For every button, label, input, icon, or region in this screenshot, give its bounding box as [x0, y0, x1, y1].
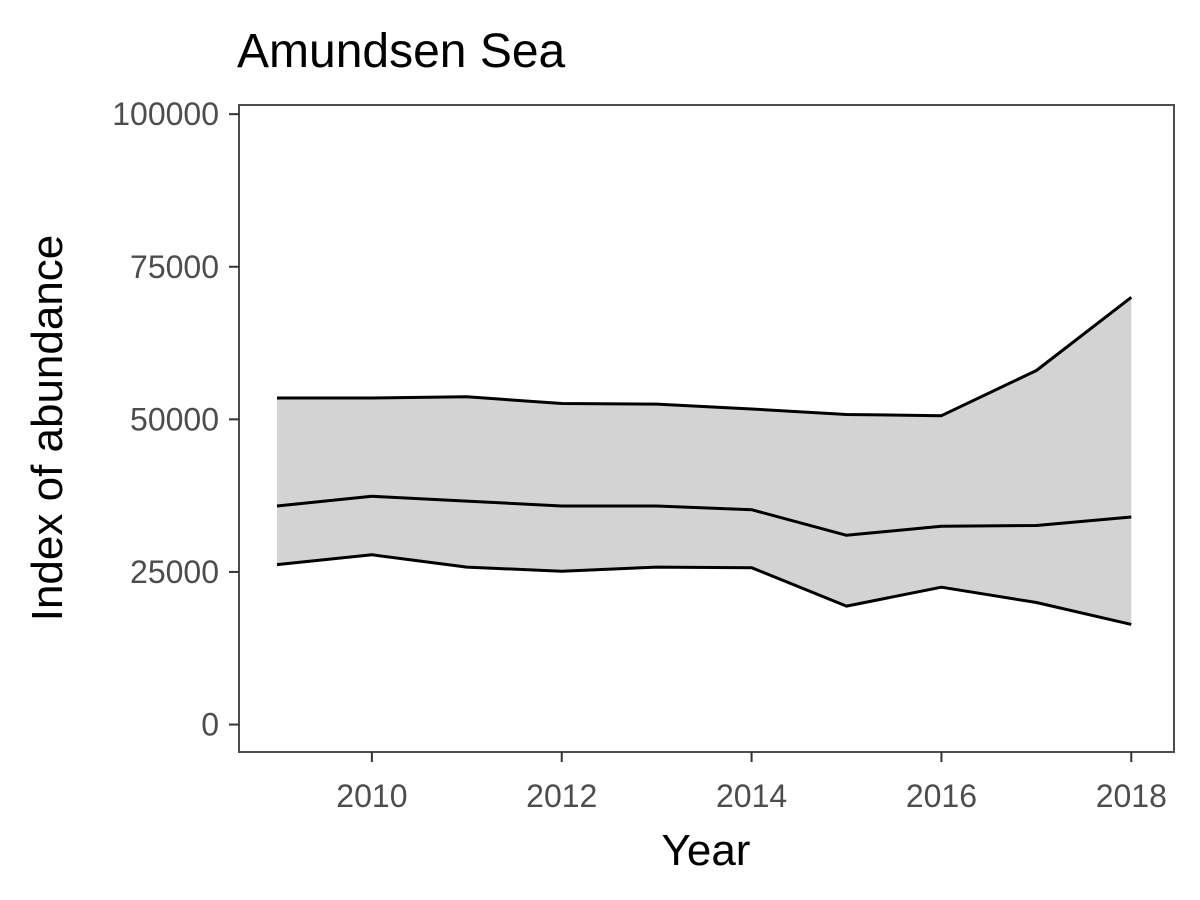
chart-title: Amundsen Sea: [237, 25, 566, 78]
x-tick-label: 2014: [716, 778, 787, 814]
lower-line: [276, 553, 1132, 626]
y-axis-title: Index of abundance: [23, 235, 72, 622]
x-axis: 2010 2012 2014 2016 2018: [336, 752, 1167, 814]
confidence-band: [277, 297, 1132, 625]
upper-line: [277, 296, 1133, 418]
estimate-line: [276, 494, 1132, 537]
y-tick-label: 0: [201, 707, 219, 743]
y-axis: 0 25000 50000 75000 100000: [112, 96, 239, 743]
plot-layer: [276, 296, 1133, 626]
panel-border: [238, 104, 1175, 753]
x-axis-title: Year: [662, 826, 751, 875]
x-tick-label: 2012: [526, 778, 597, 814]
y-tick-label: 25000: [130, 554, 219, 590]
y-tick-label: 75000: [130, 249, 219, 285]
y-tick-label: 100000: [112, 96, 219, 132]
x-tick-label: 2018: [1096, 778, 1167, 814]
x-tick-label: 2016: [906, 778, 977, 814]
y-tick-label: 50000: [130, 401, 219, 437]
x-tick-label: 2010: [336, 778, 407, 814]
